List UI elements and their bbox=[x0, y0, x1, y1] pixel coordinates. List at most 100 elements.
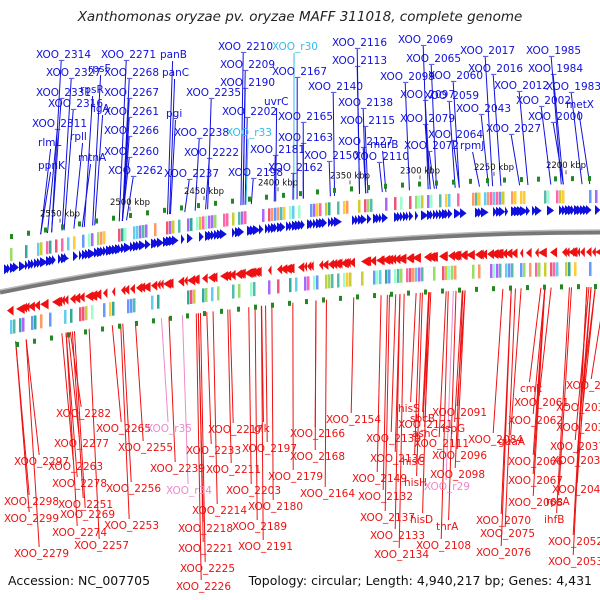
kbp-label: 2200 kbp bbox=[546, 161, 586, 171]
plus-strand-feature bbox=[481, 207, 489, 218]
marker-plus bbox=[435, 180, 438, 186]
plus-strand-feature bbox=[157, 237, 164, 248]
minus-strand-feature bbox=[322, 259, 329, 270]
plus-strand-feature bbox=[394, 212, 400, 223]
gene-label-bottom: XOO_2218 bbox=[178, 523, 233, 535]
marker-minus bbox=[203, 311, 206, 317]
gene-label-top: XOO_1983 bbox=[546, 81, 600, 93]
cog-block-plus bbox=[232, 212, 235, 226]
gene-label-bottom: XOO_2277 bbox=[54, 438, 109, 450]
gene-label-top: XOO_2311 bbox=[32, 118, 87, 130]
plus-strand-feature bbox=[64, 252, 68, 263]
marker-minus bbox=[577, 284, 580, 290]
leader-line bbox=[398, 293, 405, 549]
cog-block-minus bbox=[34, 315, 37, 330]
plus-strand-feature bbox=[136, 240, 142, 251]
cog-block-minus bbox=[445, 266, 448, 281]
plus-strand-feature bbox=[49, 255, 55, 266]
gene-label-bottom: hisG bbox=[402, 456, 425, 468]
marker-plus bbox=[503, 177, 506, 183]
cog-block-minus bbox=[421, 267, 424, 282]
marker-plus bbox=[265, 194, 268, 200]
leader-line bbox=[364, 126, 369, 194]
marker-minus bbox=[67, 332, 70, 338]
minus-strand-feature bbox=[391, 254, 397, 265]
gene-label-top: rlmL bbox=[38, 137, 61, 149]
gene-label-bottom: XOO_2036 bbox=[556, 422, 600, 434]
backbone-highlight bbox=[0, 229, 600, 291]
cog-block-minus bbox=[406, 268, 409, 283]
leader-line bbox=[394, 293, 401, 530]
minus-strand-feature bbox=[379, 255, 383, 266]
cog-block-plus bbox=[55, 239, 58, 253]
gene-label-bottom: XOO_r35 bbox=[146, 423, 192, 435]
cog-block-minus bbox=[70, 308, 73, 323]
leader-line bbox=[73, 142, 84, 229]
gene-label-top: XOO_2260 bbox=[104, 146, 159, 158]
gene-label-bottom: XOO_2066 bbox=[508, 456, 563, 468]
plus-strand-feature bbox=[439, 209, 444, 220]
plus-strand-feature bbox=[199, 231, 204, 242]
minus-strand-feature bbox=[412, 252, 421, 263]
leader-line bbox=[484, 56, 494, 187]
gene-label-top: uvrC bbox=[264, 96, 289, 108]
cog-block-minus bbox=[493, 263, 496, 278]
marker-plus bbox=[10, 234, 13, 240]
marker-plus bbox=[95, 218, 98, 224]
marker-plus bbox=[316, 189, 319, 195]
plus-strand-feature bbox=[430, 209, 434, 220]
gene-label-bottom: XOO_2251 bbox=[58, 499, 113, 511]
leader-line bbox=[492, 74, 502, 186]
cog-block-plus bbox=[91, 233, 94, 247]
cog-block-minus bbox=[325, 274, 328, 289]
cog-block-minus bbox=[217, 286, 220, 301]
gene-label-bottom: XOO_2053 bbox=[548, 556, 600, 568]
plus-strand-feature bbox=[34, 258, 39, 269]
marker-plus bbox=[61, 224, 64, 230]
feature-tracks bbox=[4, 176, 600, 348]
minus-strand-feature bbox=[184, 275, 188, 286]
gene-label-top: XOO_2314 bbox=[36, 49, 91, 61]
marker-plus bbox=[469, 178, 472, 184]
gene-label-top: XOO_2079 bbox=[400, 113, 455, 125]
gene-label-top: XOO_2138 bbox=[338, 97, 393, 109]
gene-label-bottom: hisH bbox=[404, 477, 427, 489]
leader-line bbox=[574, 287, 590, 441]
leader-line bbox=[356, 66, 360, 194]
cog-block-plus bbox=[343, 201, 346, 215]
cog-block-plus bbox=[274, 207, 277, 221]
cog-block-minus bbox=[574, 262, 577, 277]
leader-line bbox=[504, 288, 516, 528]
cog-block-plus bbox=[187, 218, 190, 232]
cog-block-plus bbox=[490, 192, 493, 206]
leader-line bbox=[250, 178, 254, 205]
minus-strand-feature bbox=[337, 258, 343, 269]
minus-strand-feature bbox=[136, 282, 143, 293]
leader-line bbox=[440, 291, 449, 540]
minus-strand-feature bbox=[331, 259, 338, 270]
minus-strand-feature bbox=[499, 248, 504, 259]
cog-block-minus bbox=[535, 262, 538, 277]
plus-strand-feature bbox=[232, 227, 236, 238]
plus-strand-feature bbox=[139, 240, 147, 251]
leader-line bbox=[169, 78, 176, 215]
plus-strand-feature bbox=[37, 257, 42, 268]
leader-line bbox=[510, 134, 521, 186]
minus-strand-feature bbox=[112, 286, 116, 297]
leader-line bbox=[260, 305, 264, 541]
marker-plus bbox=[44, 227, 47, 233]
plus-strand-feature bbox=[448, 208, 453, 219]
leader-line bbox=[205, 158, 210, 210]
leader-line bbox=[438, 291, 447, 438]
gene-label-top: XOO_2027 bbox=[486, 123, 541, 135]
leader-line bbox=[273, 155, 276, 202]
cog-block-minus bbox=[346, 272, 349, 287]
plus-strand-feature bbox=[100, 246, 105, 257]
minus-strand-feature bbox=[250, 267, 257, 278]
gene-label-bottom: XOO_2134 bbox=[374, 549, 429, 561]
minus-strand-feature bbox=[55, 296, 63, 307]
plus-strand-feature bbox=[187, 233, 193, 244]
cog-block-minus bbox=[10, 320, 13, 335]
cog-block-minus bbox=[103, 303, 106, 318]
gene-label-bottom: XOO_2211 bbox=[206, 464, 261, 476]
